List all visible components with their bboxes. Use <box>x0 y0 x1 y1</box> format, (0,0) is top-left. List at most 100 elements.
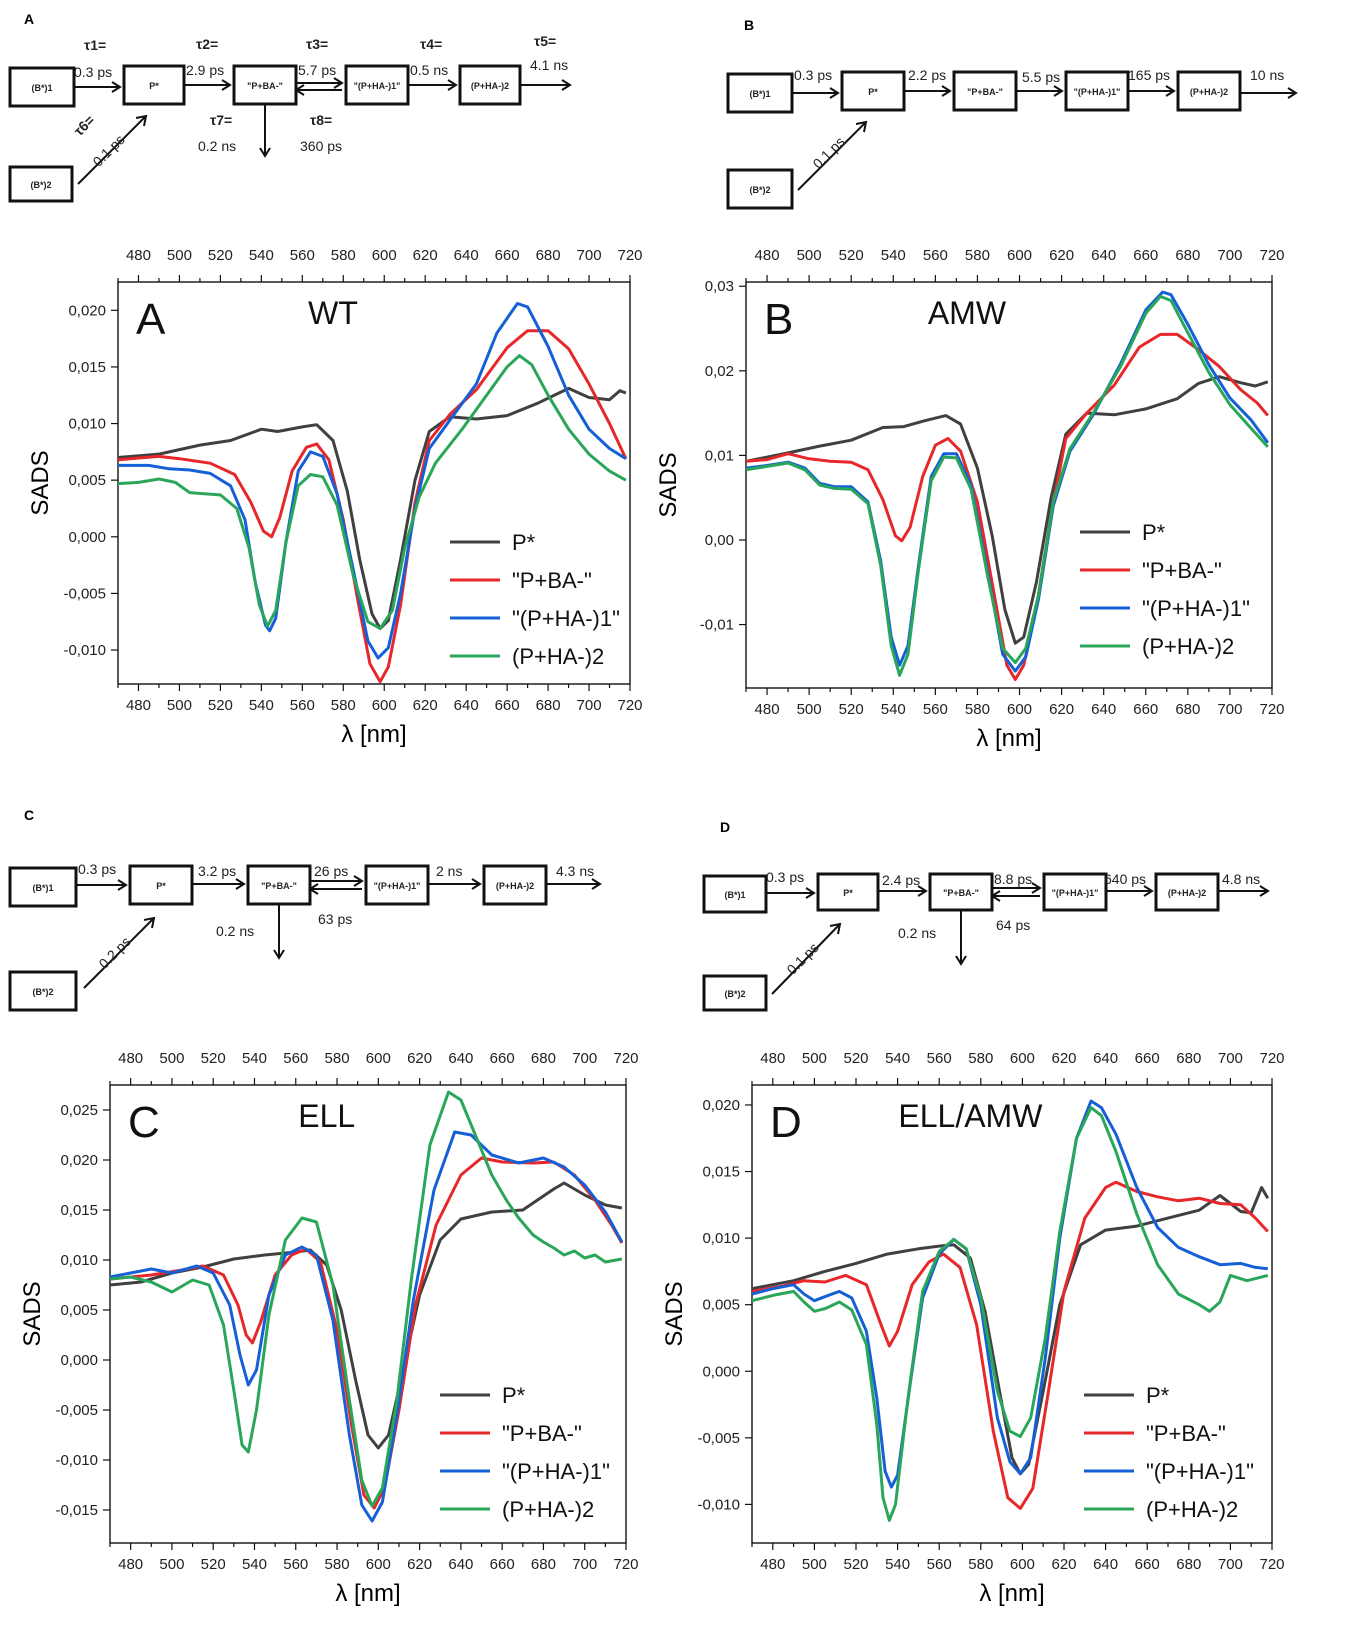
state-label: (B*)1 <box>32 883 53 893</box>
state-box-b2 <box>726 168 794 210</box>
x-tick-label: 580 <box>325 1556 350 1573</box>
state-label: "(P+HA-)1" <box>374 881 421 891</box>
x-axis-label: λ [nm] <box>335 1580 400 1607</box>
x-tick-label: 540 <box>881 701 906 718</box>
sads-chart-d: 480 480 500 500 520 520 540 540 560 560 580 580 600 6… <box>661 1050 1285 1607</box>
state-box-b2 <box>8 970 78 1012</box>
x-top-tick-label: 600 <box>1007 247 1032 264</box>
x-top-tick-label: 500 <box>802 1050 827 1067</box>
transition-arrow <box>797 121 867 191</box>
rate-value: 165 ps <box>1128 67 1170 83</box>
sads-chart-b: 480 480 500 500 520 520 540 540 560 560 580 580 600 6… <box>655 247 1285 752</box>
state-box-b2 <box>8 165 74 203</box>
x-tick-label: 640 <box>1093 1556 1118 1573</box>
y-axis-label: SADS <box>19 1281 46 1346</box>
x-tick-label: 520 <box>843 1556 868 1573</box>
x-tick-label: 680 <box>1175 701 1200 718</box>
x-top-tick-label: 520 <box>843 1050 868 1067</box>
y-tick-label: -0,010 <box>63 642 106 659</box>
rate-tau: τ1= <box>84 37 106 53</box>
x-tick-label: 680 <box>536 697 561 714</box>
y-tick-label: 0,020 <box>702 1097 740 1114</box>
x-tick-label: 640 <box>448 1556 473 1573</box>
x-top-tick-label: 580 <box>968 1050 993 1067</box>
sads-chart-c: 480 480 500 500 520 520 540 540 560 560 580 580 600 6… <box>19 1050 639 1607</box>
x-top-tick-label: 580 <box>325 1050 350 1067</box>
legend-label: "(P+HA-)1" <box>512 606 620 631</box>
rate-value: 2.4 ps <box>882 872 920 888</box>
x-tick-label: 600 <box>1010 1556 1035 1573</box>
x-tick-label: 620 <box>407 1556 432 1573</box>
state-label: P* <box>149 81 159 91</box>
rate-tau: τ2= <box>196 36 218 52</box>
rate-value: 0.3 ps <box>794 67 832 83</box>
series-line <box>117 329 628 684</box>
x-top-tick-label: 620 <box>1051 1050 1076 1067</box>
x-tick-label: 640 <box>454 697 479 714</box>
x-tick-label: 640 <box>1091 701 1116 718</box>
x-top-tick-label: 540 <box>242 1050 267 1067</box>
y-tick-label: 0,010 <box>60 1252 98 1269</box>
rate-value: 0.2 ps <box>95 933 133 971</box>
x-top-tick-label: 700 <box>577 247 602 264</box>
x-top-tick-label: 560 <box>283 1050 308 1067</box>
x-top-tick-label: 700 <box>572 1050 597 1067</box>
rate-tau: τ8= <box>310 112 332 128</box>
y-tick-label: 0,020 <box>60 1152 98 1169</box>
x-top-tick-label: 580 <box>965 247 990 264</box>
rate-value: 4.3 ns <box>556 863 594 879</box>
x-top-tick-label: 600 <box>366 1050 391 1067</box>
x-tick-label: 620 <box>413 697 438 714</box>
legend-label: P* <box>512 530 536 555</box>
state-box-pba <box>246 864 312 906</box>
series-line <box>109 1156 624 1510</box>
state-label: P* <box>868 87 878 97</box>
x-tick-label: 520 <box>839 701 864 718</box>
state-label: (B*)2 <box>30 180 51 190</box>
rate-value: 8.8 ps <box>994 871 1032 887</box>
state-box-pstar <box>122 64 186 106</box>
rate-tau: τ6= <box>71 112 98 139</box>
series-line <box>109 1181 623 1450</box>
panel-letter: C <box>128 1098 160 1147</box>
panel-a: A (B*)1 P* "P+BA-" "(P+HA-)1" (P+HA-)2 (… <box>0 0 660 775</box>
x-top-tick-label: 520 <box>201 1050 226 1067</box>
kinetic-scheme-c: C (B*)1 P* "P+BA-" "(P+HA-)1" (P+HA-)2 (… <box>8 807 602 1012</box>
x-tick-label: 540 <box>249 697 274 714</box>
x-tick-label: 520 <box>201 1556 226 1573</box>
x-top-tick-label: 680 <box>1176 1050 1201 1067</box>
legend-label: (P+HA-)2 <box>1142 634 1234 659</box>
y-tick-label: 0,020 <box>68 302 106 319</box>
y-tick-label: 0,005 <box>68 472 106 489</box>
x-tick-label: 480 <box>118 1556 143 1573</box>
state-box-pha2 <box>458 64 522 106</box>
x-top-tick-label: 540 <box>249 247 274 264</box>
series-line <box>751 1106 1269 1522</box>
x-tick-label: 700 <box>572 1556 597 1573</box>
x-axis-label: λ [nm] <box>341 721 406 748</box>
chart-title: WT <box>308 295 358 331</box>
y-tick-label: 0,02 <box>705 363 734 380</box>
legend-label: "P+BA-" <box>1142 558 1222 583</box>
state-label: (P+HA-)2 <box>471 81 509 91</box>
y-tick-label: 0,000 <box>60 1352 98 1369</box>
x-tick-label: 600 <box>366 1556 391 1573</box>
x-tick-label: 580 <box>965 701 990 718</box>
rate-value: 640 ps <box>1104 871 1146 887</box>
state-label: (B*)1 <box>749 89 770 99</box>
series-line <box>117 354 627 630</box>
series-line <box>118 302 627 660</box>
state-label: P* <box>843 888 853 898</box>
rate-value: 4.8 ns <box>1222 871 1260 887</box>
y-tick-label: -0,01 <box>700 617 734 634</box>
x-tick-label: 540 <box>885 1556 910 1573</box>
x-top-tick-label: 500 <box>797 247 822 264</box>
state-box-pha1 <box>1042 872 1108 912</box>
chart-title: AMW <box>928 295 1007 331</box>
legend-label: "P+BA-" <box>1146 1421 1226 1446</box>
x-top-tick-label: 660 <box>1133 247 1158 264</box>
y-tick-label: 0,015 <box>60 1202 98 1219</box>
state-box-b2 <box>702 974 768 1012</box>
x-top-tick-label: 720 <box>613 1050 638 1067</box>
state-label: (P+HA-)2 <box>1190 87 1228 97</box>
